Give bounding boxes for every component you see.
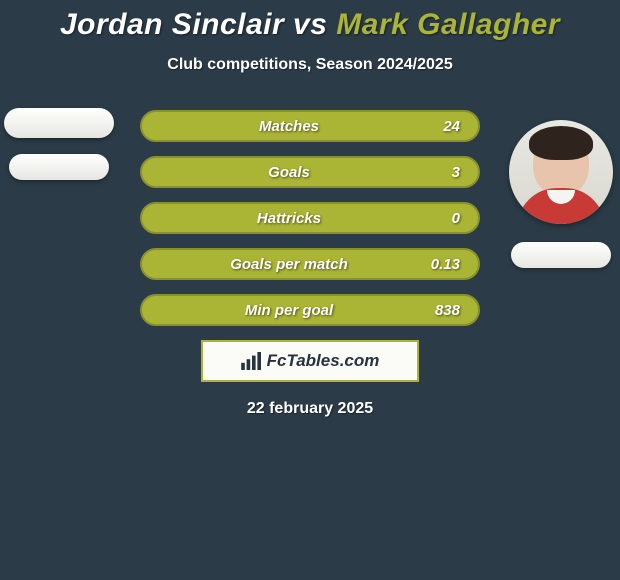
stat-value: 24 bbox=[418, 118, 460, 135]
stat-row-matches: Matches 24 bbox=[140, 110, 480, 142]
player2-badge-1 bbox=[511, 242, 611, 268]
stat-label: Hattricks bbox=[160, 210, 418, 227]
page-title: Jordan Sinclair vs Mark Gallagher bbox=[0, 0, 620, 42]
stat-label: Goals per match bbox=[160, 256, 418, 273]
footer-date: 22 february 2025 bbox=[0, 400, 620, 418]
title-player1: Jordan Sinclair bbox=[60, 8, 284, 41]
player1-badge-1 bbox=[4, 108, 114, 138]
player1-column bbox=[4, 108, 114, 196]
player1-badge-2 bbox=[9, 154, 109, 180]
player2-avatar bbox=[509, 120, 613, 224]
title-player2: Mark Gallagher bbox=[336, 8, 560, 41]
stat-row-min-per-goal: Min per goal 838 bbox=[140, 294, 480, 326]
title-vs: vs bbox=[293, 8, 327, 41]
stat-bars: Matches 24 Goals 3 Hattricks 0 Goals per… bbox=[140, 110, 480, 326]
logo-text: FcTables.com bbox=[267, 351, 380, 371]
stat-value: 838 bbox=[418, 302, 460, 319]
stat-value: 0.13 bbox=[418, 256, 460, 273]
stat-row-goals: Goals 3 bbox=[140, 156, 480, 188]
subtitle: Club competitions, Season 2024/2025 bbox=[0, 56, 620, 74]
stat-value: 0 bbox=[418, 210, 460, 227]
stat-row-goals-per-match: Goals per match 0.13 bbox=[140, 248, 480, 280]
stat-label: Min per goal bbox=[160, 302, 418, 319]
player2-column bbox=[506, 120, 616, 284]
stat-label: Matches bbox=[160, 118, 418, 135]
stat-value: 3 bbox=[418, 164, 460, 181]
source-logo: FcTables.com bbox=[201, 340, 419, 382]
bar-chart-icon bbox=[241, 352, 263, 370]
stat-label: Goals bbox=[160, 164, 418, 181]
stat-row-hattricks: Hattricks 0 bbox=[140, 202, 480, 234]
comparison-card: Jordan Sinclair vs Mark Gallagher Club c… bbox=[0, 0, 620, 418]
